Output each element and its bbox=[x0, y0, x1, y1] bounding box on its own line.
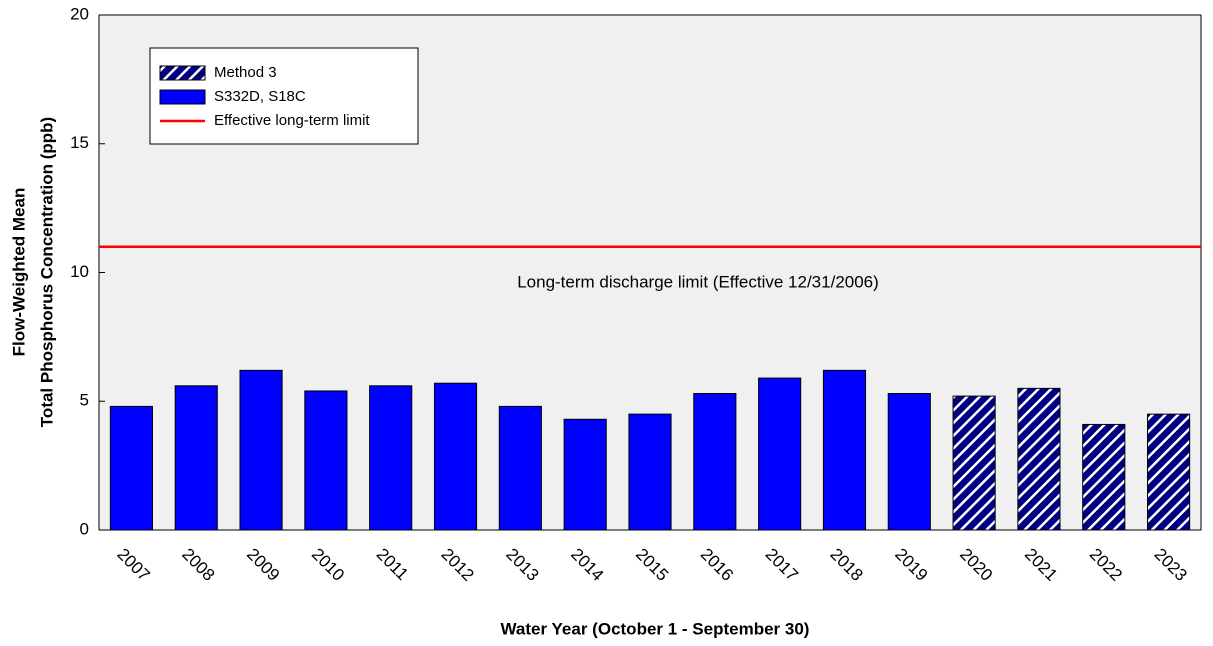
y-tick-label: 0 bbox=[80, 519, 89, 538]
legend-label: Method 3 bbox=[214, 64, 277, 81]
y-tick-label: 15 bbox=[70, 133, 89, 152]
legend-label: S332D, S18C bbox=[214, 88, 306, 105]
bar bbox=[693, 393, 737, 531]
y-tick-label: 20 bbox=[70, 4, 89, 23]
annotation: Long-term discharge limit (Effective 12/… bbox=[517, 272, 879, 291]
bar bbox=[498, 405, 542, 531]
x-tick-label: 2023 bbox=[1151, 545, 1191, 585]
x-tick-label: 2010 bbox=[308, 545, 348, 585]
y-tick-label: 10 bbox=[70, 262, 89, 281]
x-tick-label: 2016 bbox=[697, 545, 737, 585]
x-tick-label: 2008 bbox=[178, 545, 218, 585]
bar bbox=[952, 395, 996, 531]
y-tick-label: 5 bbox=[80, 391, 89, 410]
x-tick-label: 2014 bbox=[567, 545, 607, 585]
bar bbox=[887, 393, 931, 531]
x-tick-label: 2015 bbox=[632, 545, 672, 585]
bar bbox=[1017, 387, 1061, 531]
x-tick-label: 2012 bbox=[438, 545, 478, 585]
bar bbox=[758, 377, 802, 531]
x-axis-label: Water Year (October 1 - September 30) bbox=[501, 619, 810, 638]
bar bbox=[1082, 423, 1126, 531]
x-tick-label: 2020 bbox=[956, 545, 996, 585]
bar bbox=[1147, 413, 1191, 531]
bar bbox=[109, 405, 153, 531]
legend-label: Effective long-term limit bbox=[214, 112, 370, 129]
y-axis-label: Total Phosphorus Concentration (ppb) bbox=[37, 117, 56, 427]
x-tick-label: 2017 bbox=[762, 545, 802, 585]
bar bbox=[628, 413, 672, 531]
y-axis-label: Flow-Weighted Mean bbox=[9, 188, 28, 357]
x-tick-label: 2019 bbox=[891, 545, 931, 585]
bar bbox=[239, 369, 283, 531]
bar bbox=[433, 382, 478, 531]
x-tick-label: 2021 bbox=[1021, 545, 1061, 585]
x-tick-label: 2007 bbox=[113, 545, 153, 585]
bar bbox=[822, 369, 867, 531]
bar bbox=[563, 418, 607, 531]
bar bbox=[174, 385, 218, 531]
x-tick-label: 2009 bbox=[243, 545, 283, 585]
x-tick-label: 2022 bbox=[1086, 545, 1126, 585]
x-tick-label: 2011 bbox=[373, 545, 412, 584]
bar bbox=[369, 385, 413, 531]
x-tick-label: 2018 bbox=[826, 545, 866, 585]
bar bbox=[304, 390, 348, 531]
x-tick-label: 2013 bbox=[502, 545, 542, 585]
legend-swatch bbox=[159, 65, 206, 81]
legend-swatch bbox=[159, 89, 206, 105]
